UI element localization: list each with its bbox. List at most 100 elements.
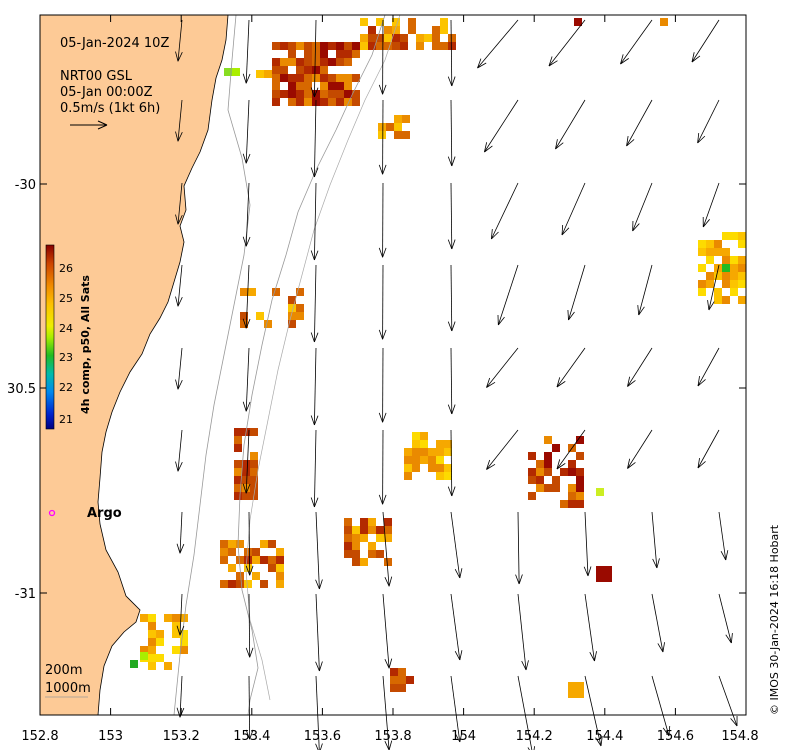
sst-pixel [568, 682, 576, 690]
sst-pixel [172, 622, 180, 630]
sst-pixel [428, 456, 436, 464]
sst-pixel [660, 18, 668, 26]
sst-pixel [360, 558, 368, 566]
sst-pixel [376, 550, 384, 558]
sst-pixel [296, 90, 304, 98]
sst-pixel [576, 484, 584, 492]
current-vector-arrow [632, 182, 653, 232]
colorbar-tick: 24 [59, 322, 73, 335]
sst-pixel [376, 18, 384, 26]
sst-pixel [352, 74, 360, 82]
sst-pixel [714, 288, 722, 296]
sst-pixel [714, 272, 722, 280]
sst-pixel [328, 58, 336, 66]
current-vector-arrow [517, 593, 529, 671]
colorbar-tick: 23 [59, 351, 73, 364]
sst-pixel [280, 42, 288, 50]
sst-pixel [180, 614, 188, 622]
sst-pixel [552, 476, 560, 484]
sst-pixel [228, 564, 236, 572]
current-vector-arrow [447, 429, 456, 497]
isobath-2000m [245, 14, 401, 701]
current-vector-arrow [490, 182, 519, 240]
sst-pixel [276, 580, 284, 588]
sst-pixel [288, 82, 296, 90]
current-vector-arrow [447, 182, 456, 250]
current-vector-arrow [583, 511, 592, 577]
sst-pixel [164, 662, 172, 670]
sst-pixel [228, 580, 236, 588]
sst-pixel [164, 614, 172, 622]
sst-pixel [320, 74, 328, 82]
sst-pixel [390, 668, 398, 676]
sst-pixel [596, 566, 604, 574]
sst-pixel [408, 26, 416, 34]
sst-pixel [280, 74, 288, 82]
sst-pixel [706, 240, 714, 248]
sst-pixel [368, 542, 376, 550]
sst-pixel [234, 428, 242, 436]
sst-pixel [180, 646, 188, 654]
sst-pixel [352, 534, 360, 542]
current-vector-arrow [382, 511, 393, 587]
sst-pixel [288, 90, 296, 98]
sst-pixel [428, 448, 436, 456]
sst-pixel [552, 444, 560, 452]
sst-pixel [250, 468, 258, 476]
sst-pixel [248, 288, 256, 296]
current-vector-arrow [315, 593, 323, 672]
sst-pixel [576, 452, 584, 460]
current-vector-arrow [175, 347, 183, 390]
current-vector-arrow [584, 675, 603, 747]
sst-pixel [440, 42, 448, 50]
sst-pixel [444, 464, 452, 472]
argo-float-marker[interactable] [48, 509, 56, 517]
sst-pixel [406, 676, 414, 684]
sst-pixel [264, 320, 272, 328]
sst-pixel [228, 548, 236, 556]
sst-pixel [698, 280, 706, 288]
sst-pixel [148, 622, 156, 630]
sst-pixel [328, 42, 336, 50]
current-vector-arrow [176, 511, 185, 554]
sst-pixel [544, 484, 552, 492]
sst-pixel [242, 492, 250, 500]
sst-pixel [288, 296, 296, 304]
sst-pixel [604, 566, 612, 574]
current-vector-arrow [718, 593, 733, 644]
sst-pixel [360, 534, 368, 542]
sst-pixel [722, 296, 730, 304]
sst-pixel [236, 580, 244, 588]
sst-pixel [234, 444, 242, 452]
current-vector-arrow [556, 429, 586, 470]
sst-pixel [288, 42, 296, 50]
sst-pixel [714, 248, 722, 256]
sst-colorbar: 26 25 24 23 22 21 4h comp, p50, All Sats [45, 244, 92, 430]
sst-pixel [304, 90, 312, 98]
sst-pixel [698, 264, 706, 272]
sst-pixel [172, 614, 180, 622]
sst-pixel [272, 42, 280, 50]
sst-pixel [428, 464, 436, 472]
sst-pixel [360, 526, 368, 534]
sst-pixel [328, 98, 336, 106]
sst-pixel [436, 456, 444, 464]
sst-pixel [304, 74, 312, 82]
sst-pixel [242, 460, 250, 468]
sst-pixel [576, 500, 584, 508]
sst-pixel [304, 58, 312, 66]
sst-pixel [352, 558, 360, 566]
current-vector-arrow [450, 511, 463, 579]
current-vector-arrow [242, 182, 251, 247]
sst-pixel [252, 548, 260, 556]
sst-pixel [260, 556, 268, 564]
sst-pixel [576, 690, 584, 698]
sst-pixel [568, 500, 576, 508]
sst-pixel [328, 74, 336, 82]
current-vector-arrow [245, 593, 254, 658]
sst-pixel [730, 272, 738, 280]
sst-pixel [568, 460, 576, 468]
sst-pixel [252, 556, 260, 564]
current-vector-arrow [697, 347, 720, 387]
